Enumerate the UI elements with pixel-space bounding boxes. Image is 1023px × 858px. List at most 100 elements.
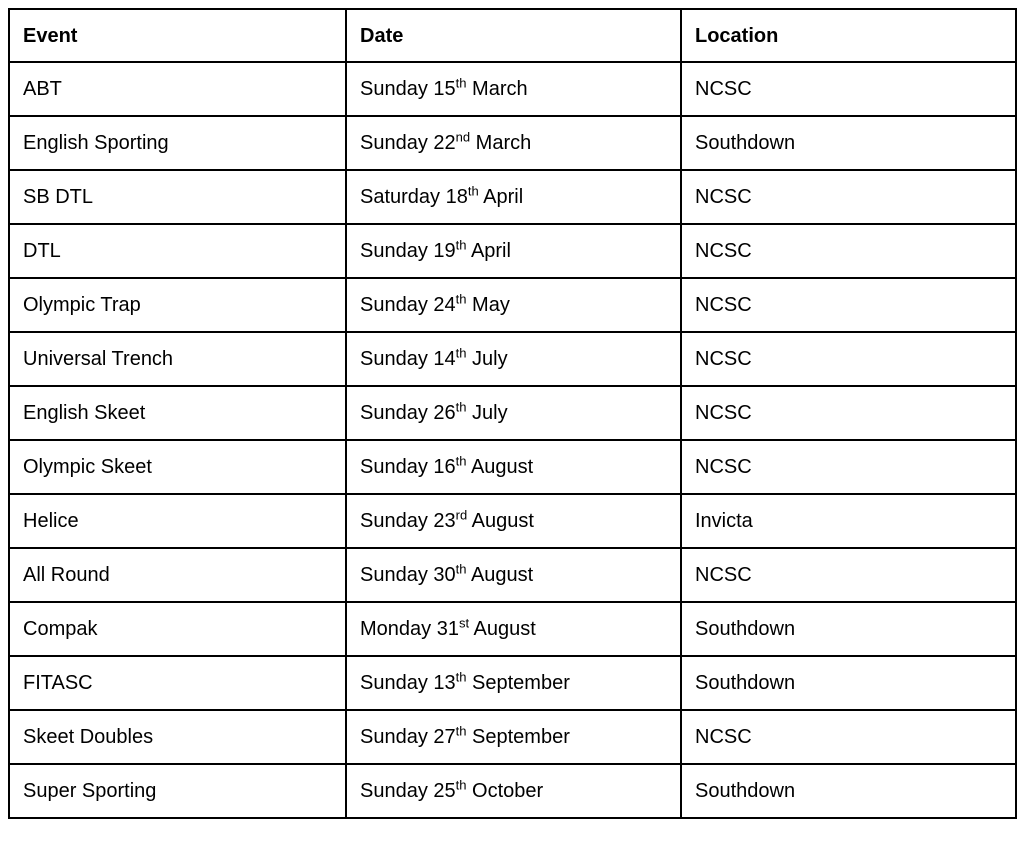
location-cell: NCSC: [680, 169, 1017, 225]
event-cell: DTL: [8, 223, 347, 279]
date-cell: Sunday 15th March: [345, 61, 682, 117]
date-day: Sunday 14: [360, 348, 456, 370]
location-cell: NCSC: [680, 277, 1017, 333]
events-table: Event Date Location ABT Sunday 15th Marc…: [8, 8, 1017, 819]
location-cell: NCSC: [680, 439, 1017, 495]
ordinal-suffix: th: [455, 345, 467, 361]
date-day: Sunday 25: [360, 780, 456, 802]
event-cell: Super Sporting: [8, 763, 347, 819]
ordinal-suffix: th: [455, 777, 467, 793]
date-cell: Sunday 30th August: [345, 547, 682, 603]
location-cell: NCSC: [680, 61, 1017, 117]
table-row: English Sporting Sunday 22nd March South…: [8, 115, 1017, 171]
table-row: All Round Sunday 30th August NCSC: [8, 547, 1017, 603]
date-month: July: [466, 348, 508, 370]
location-cell: Southdown: [680, 115, 1017, 171]
date-cell: Sunday 23rd August: [345, 493, 682, 549]
date-cell: Sunday 25th October: [345, 763, 682, 819]
location-cell: NCSC: [680, 709, 1017, 765]
table-row: DTL Sunday 19th April NCSC: [8, 223, 1017, 279]
table-row: Compak Monday 31st August Southdown: [8, 601, 1017, 657]
date-month: August: [466, 456, 534, 478]
location-cell: NCSC: [680, 223, 1017, 279]
table-row: SB DTL Saturday 18th April NCSC: [8, 169, 1017, 225]
date-cell: Sunday 27th September: [345, 709, 682, 765]
date-month: September: [466, 672, 570, 694]
date-day: Sunday 27: [360, 726, 456, 748]
date-cell: Monday 31st August: [345, 601, 682, 657]
ordinal-suffix: th: [455, 75, 467, 91]
ordinal-suffix: th: [467, 183, 479, 199]
date-month: July: [466, 402, 508, 424]
ordinal-suffix: st: [458, 615, 470, 631]
location-cell: NCSC: [680, 547, 1017, 603]
date-cell: Sunday 14th July: [345, 331, 682, 387]
date-day: Saturday 18: [360, 186, 468, 208]
date-month: August: [467, 510, 534, 532]
event-cell: Olympic Trap: [8, 277, 347, 333]
ordinal-suffix: th: [455, 669, 467, 685]
event-cell: ABT: [8, 61, 347, 117]
date-cell: Saturday 18th April: [345, 169, 682, 225]
date-day: Monday 31: [360, 618, 459, 640]
location-cell: NCSC: [680, 385, 1017, 441]
event-cell: Helice: [8, 493, 347, 549]
column-header-date: Date: [345, 8, 682, 63]
column-header-location: Location: [680, 8, 1017, 63]
date-cell: Sunday 26th July: [345, 385, 682, 441]
date-month: April: [466, 240, 511, 262]
date-day: Sunday 22: [360, 132, 456, 154]
location-cell: Southdown: [680, 655, 1017, 711]
ordinal-suffix: nd: [455, 129, 471, 145]
date-day: Sunday 24: [360, 294, 456, 316]
event-cell: Olympic Skeet: [8, 439, 347, 495]
table-row: FITASC Sunday 13th September Southdown: [8, 655, 1017, 711]
event-cell: English Sporting: [8, 115, 347, 171]
date-month: September: [466, 726, 570, 748]
table-header-row: Event Date Location: [8, 8, 1017, 63]
event-cell: Compak: [8, 601, 347, 657]
ordinal-suffix: th: [455, 237, 467, 253]
event-cell: All Round: [8, 547, 347, 603]
ordinal-suffix: th: [455, 291, 467, 307]
location-cell: NCSC: [680, 331, 1017, 387]
date-cell: Sunday 19th April: [345, 223, 682, 279]
table-row: ABT Sunday 15th March NCSC: [8, 61, 1017, 117]
table-row: Olympic Skeet Sunday 16th August NCSC: [8, 439, 1017, 495]
date-month: March: [470, 132, 532, 154]
date-cell: Sunday 16th August: [345, 439, 682, 495]
ordinal-suffix: th: [455, 561, 467, 577]
event-cell: Universal Trench: [8, 331, 347, 387]
location-cell: Southdown: [680, 763, 1017, 819]
date-day: Sunday 19: [360, 240, 456, 262]
date-day: Sunday 13: [360, 672, 456, 694]
event-cell: FITASC: [8, 655, 347, 711]
location-cell: Invicta: [680, 493, 1017, 549]
date-cell: Sunday 13th September: [345, 655, 682, 711]
column-header-event: Event: [8, 8, 347, 63]
date-month: May: [466, 294, 510, 316]
ordinal-suffix: th: [455, 723, 467, 739]
table-row: English Skeet Sunday 26th July NCSC: [8, 385, 1017, 441]
date-month: April: [478, 186, 524, 208]
event-cell: Skeet Doubles: [8, 709, 347, 765]
table-row: Helice Sunday 23rd August Invicta: [8, 493, 1017, 549]
table-row: Olympic Trap Sunday 24th May NCSC: [8, 277, 1017, 333]
date-day: Sunday 26: [360, 402, 456, 424]
ordinal-suffix: th: [455, 453, 467, 469]
date-month: March: [466, 78, 528, 100]
date-day: Sunday 30: [360, 564, 456, 586]
event-cell: English Skeet: [8, 385, 347, 441]
date-month: August: [466, 564, 534, 586]
date-cell: Sunday 24th May: [345, 277, 682, 333]
date-day: Sunday 23: [360, 510, 456, 532]
event-cell: SB DTL: [8, 169, 347, 225]
date-month: October: [466, 780, 544, 802]
ordinal-suffix: th: [455, 399, 467, 415]
table-row: Universal Trench Sunday 14th July NCSC: [8, 331, 1017, 387]
date-day: Sunday 16: [360, 456, 456, 478]
location-cell: Southdown: [680, 601, 1017, 657]
date-cell: Sunday 22nd March: [345, 115, 682, 171]
ordinal-suffix: rd: [455, 507, 468, 523]
